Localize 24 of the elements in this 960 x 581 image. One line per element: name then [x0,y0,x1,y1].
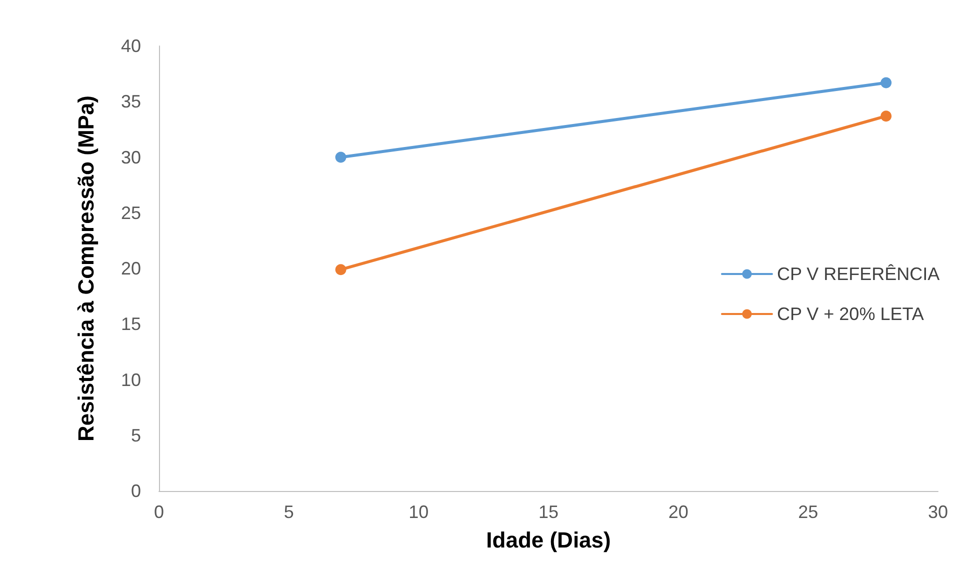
y-tick-label: 20 [120,258,141,278]
x-axis-title: Idade (Dias) [486,528,611,552]
x-tick-label: 25 [798,502,818,522]
y-tick-label: 25 [120,202,141,223]
x-tick-label: 30 [928,502,948,522]
point [880,77,892,88]
legend-label: CP V + 20% LETA [776,304,924,324]
legend-label: CP V REFERÊNCIA [776,264,940,284]
y-tick-label: 40 [120,36,141,56]
point [335,152,346,163]
x-tick-label: 5 [284,502,294,522]
y-axis-title: Resistência à Compressão (MPa) [74,95,98,442]
y-tick-label: 30 [120,147,141,168]
y-tick-label: 10 [120,370,141,390]
point [880,110,892,122]
x-tick-label: 20 [668,502,688,522]
x-tick-label: 0 [154,502,164,522]
x-tick-label: 15 [538,502,559,522]
x-tick-label: 10 [408,502,429,522]
y-tick-label: 0 [130,481,141,501]
y-tick-label: 5 [130,425,141,446]
point [335,264,346,276]
y-tick-label: 35 [120,92,141,112]
y-tick-label: 15 [120,314,141,334]
